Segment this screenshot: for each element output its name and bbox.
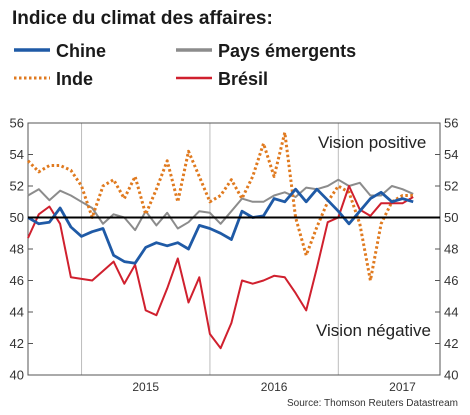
- series-line-inde: [26, 131, 414, 282]
- y-tick-label-right-54: 54: [444, 147, 458, 162]
- y-tick-label-right-48: 48: [444, 242, 458, 257]
- legend: Chine Pays émergents Inde Brésil: [14, 41, 356, 89]
- y-tick-label-left-46: 46: [10, 273, 24, 288]
- annotation-vision-positive: Vision positive: [318, 133, 426, 152]
- series-line-bresil: [27, 185, 414, 350]
- annotation-vision-negative: Vision négative: [316, 321, 431, 340]
- y-tick-label-left-40: 40: [10, 368, 24, 383]
- y-tick-label-left-54: 54: [10, 147, 24, 162]
- y-tick-label-right-46: 46: [444, 273, 458, 288]
- chart-title: Indice du climat des affaires:: [12, 8, 273, 29]
- x-tick-label-2017: 2017: [389, 380, 416, 394]
- y-tick-label-right-56: 56: [444, 116, 458, 131]
- y-tick-label-left-42: 42: [10, 336, 24, 351]
- y-tick-label-right-52: 52: [444, 179, 458, 194]
- y-tick-label-right-42: 42: [444, 336, 458, 351]
- y-tick-label-left-44: 44: [10, 305, 24, 320]
- series-line-chine: [27, 187, 414, 265]
- y-tick-label-left-48: 48: [10, 242, 24, 257]
- y-tick-label-right-40: 40: [444, 368, 458, 383]
- y-tick-label-left-56: 56: [10, 116, 24, 131]
- series-line-pays-emergents: [27, 178, 414, 232]
- legend-label-bresil: Brésil: [218, 69, 268, 89]
- legend-label-inde: Inde: [56, 69, 93, 89]
- y-tick-label-right-44: 44: [444, 305, 458, 320]
- y-tick-label-right-50: 50: [444, 210, 458, 225]
- y-tick-label-left-52: 52: [10, 179, 24, 194]
- legend-label-chine: Chine: [56, 41, 106, 61]
- x-tick-label-2015: 2015: [132, 380, 159, 394]
- source-note: Source: Thomson Reuters Datastream: [287, 398, 458, 409]
- legend-label-pays-emergents: Pays émergents: [218, 41, 356, 61]
- plot-area: 40 40 42 42 44 44 46 46 48 48 50 50 52 52 54 54 56 56 2015…: [10, 116, 459, 395]
- x-tick-label-2016: 2016: [261, 380, 288, 394]
- y-tick-label-left-50: 50: [10, 210, 24, 225]
